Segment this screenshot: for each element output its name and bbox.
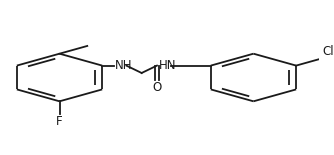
Text: HN: HN [159,59,176,72]
Text: NH: NH [115,59,132,72]
Text: F: F [56,115,63,128]
Text: Cl: Cl [322,45,334,58]
Text: O: O [152,81,162,94]
